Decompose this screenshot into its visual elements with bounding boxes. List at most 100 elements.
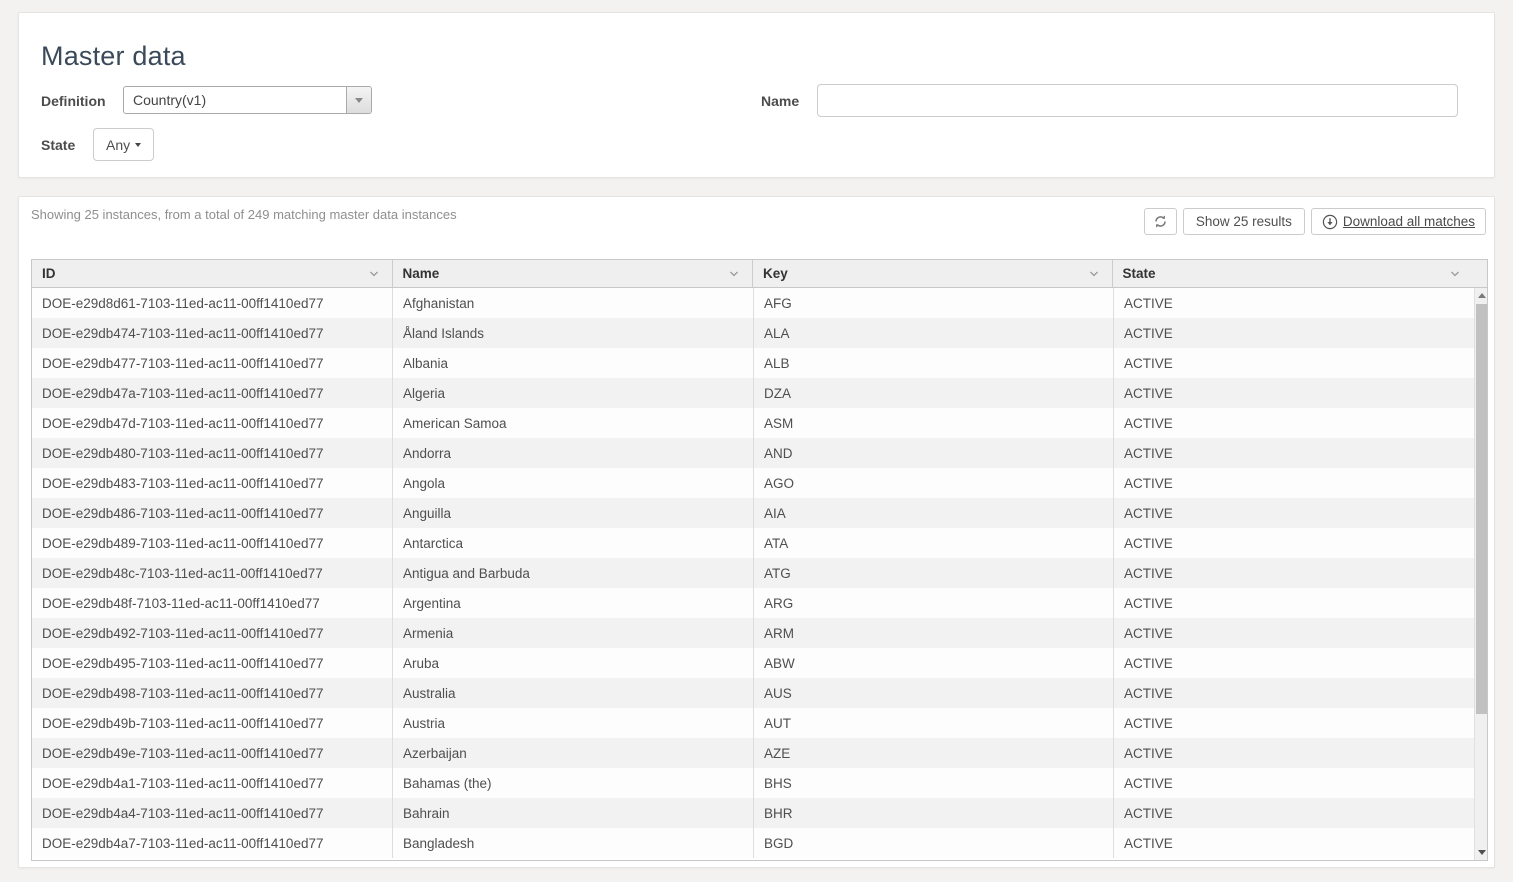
cell-state: ACTIVE — [1124, 685, 1173, 701]
chevron-down-icon — [1449, 268, 1461, 280]
column-header-label: Key — [763, 266, 788, 281]
master-data-table: ID Name Key State — [31, 259, 1488, 861]
chevron-down-icon — [728, 268, 740, 280]
name-label: Name — [761, 93, 800, 109]
cell-key: BGD — [754, 828, 1114, 858]
scroll-up-icon — [1478, 293, 1486, 298]
show-results-button[interactable]: Show 25 results — [1182, 208, 1305, 235]
table-row[interactable]: DOE-e29db4a4-7103-11ed-ac11-00ff1410ed77… — [32, 798, 1474, 828]
cell-name: Bangladesh — [393, 828, 754, 858]
results-summary: Showing 25 instances, from a total of 24… — [31, 207, 457, 222]
cell-state: ACTIVE — [1124, 445, 1173, 461]
cell-key: AFG — [754, 288, 1114, 318]
table-row[interactable]: DOE-e29db477-7103-11ed-ac11-00ff1410ed77… — [32, 348, 1474, 378]
scrollbar-up-button[interactable] — [1475, 288, 1487, 303]
cell-id: DOE-e29db4a1-7103-11ed-ac11-00ff1410ed77 — [32, 768, 393, 798]
cell-name: Antarctica — [393, 528, 754, 558]
table-row[interactable]: DOE-e29db495-7103-11ed-ac11-00ff1410ed77… — [32, 648, 1474, 678]
table-row[interactable]: DOE-e29db483-7103-11ed-ac11-00ff1410ed77… — [32, 468, 1474, 498]
table-row[interactable]: DOE-e29db486-7103-11ed-ac11-00ff1410ed77… — [32, 498, 1474, 528]
refresh-button[interactable] — [1143, 208, 1177, 235]
cell-id: DOE-e29db4a7-7103-11ed-ac11-00ff1410ed77 — [32, 828, 393, 858]
scrollbar-thumb[interactable] — [1476, 304, 1487, 714]
column-header-name[interactable]: Name — [393, 260, 753, 287]
cell-name: Bahrain — [393, 798, 754, 828]
cell-id: DOE-e29db477-7103-11ed-ac11-00ff1410ed77 — [32, 348, 393, 378]
cell-key: DZA — [754, 378, 1114, 408]
cell-id: DOE-e29db4a4-7103-11ed-ac11-00ff1410ed77 — [32, 798, 393, 828]
column-header-label: State — [1122, 266, 1156, 281]
download-all-matches-button[interactable]: Download all matches — [1310, 208, 1486, 235]
definition-label: Definition — [41, 93, 106, 109]
state-label: State — [41, 137, 76, 153]
cell-state: ACTIVE — [1124, 715, 1173, 731]
cell-state: ACTIVE — [1124, 355, 1173, 371]
cell-state: ACTIVE — [1124, 475, 1173, 491]
cell-name: Angola — [393, 468, 754, 498]
name-input[interactable] — [817, 84, 1458, 117]
table-row[interactable]: DOE-e29db4a7-7103-11ed-ac11-00ff1410ed77… — [32, 828, 1474, 858]
column-header-state[interactable]: State — [1113, 260, 1487, 287]
cell-key: AGO — [754, 468, 1114, 498]
cell-name: Afghanistan — [393, 288, 754, 318]
results-panel: Showing 25 instances, from a total of 24… — [18, 196, 1495, 868]
cell-id: DOE-e29db47a-7103-11ed-ac11-00ff1410ed77 — [32, 378, 393, 408]
cell-state: ACTIVE — [1124, 625, 1173, 641]
cell-name: Antigua and Barbuda — [393, 558, 754, 588]
table-row[interactable]: DOE-e29db48c-7103-11ed-ac11-00ff1410ed77… — [32, 558, 1474, 588]
table-row[interactable]: DOE-e29db480-7103-11ed-ac11-00ff1410ed77… — [32, 438, 1474, 468]
table-body-wrap: DOE-e29d8d61-7103-11ed-ac11-00ff1410ed77… — [32, 288, 1487, 860]
column-header-label: Name — [402, 266, 440, 281]
table-row[interactable]: DOE-e29db47d-7103-11ed-ac11-00ff1410ed77… — [32, 408, 1474, 438]
cell-key: ARG — [754, 588, 1114, 618]
cell-state: ACTIVE — [1124, 775, 1173, 791]
table-row[interactable]: DOE-e29db49e-7103-11ed-ac11-00ff1410ed77… — [32, 738, 1474, 768]
cell-name: Argentina — [393, 588, 754, 618]
table-row[interactable]: DOE-e29db492-7103-11ed-ac11-00ff1410ed77… — [32, 618, 1474, 648]
table-row[interactable]: DOE-e29db49b-7103-11ed-ac11-00ff1410ed77… — [32, 708, 1474, 738]
chevron-down-icon — [1088, 268, 1100, 280]
table-scrollbar[interactable] — [1474, 288, 1487, 860]
results-toolbar: Show 25 results Download all matches — [1143, 208, 1486, 235]
caret-down-icon — [355, 97, 363, 103]
cell-name: Azerbaijan — [393, 738, 754, 768]
table-row[interactable]: DOE-e29db4a1-7103-11ed-ac11-00ff1410ed77… — [32, 768, 1474, 798]
state-dropdown-button[interactable]: Any — [93, 128, 155, 161]
cell-key: BHR — [754, 798, 1114, 828]
cell-id: DOE-e29db47d-7103-11ed-ac11-00ff1410ed77 — [32, 408, 393, 438]
cell-state: ACTIVE — [1124, 565, 1173, 581]
cell-id: DOE-e29db498-7103-11ed-ac11-00ff1410ed77 — [32, 678, 393, 708]
table-row[interactable]: DOE-e29db48f-7103-11ed-ac11-00ff1410ed77… — [32, 588, 1474, 618]
caret-down-icon — [135, 142, 142, 147]
cell-name: Albania — [393, 348, 754, 378]
table-row[interactable]: DOE-e29d8d61-7103-11ed-ac11-00ff1410ed77… — [32, 288, 1474, 318]
definition-select[interactable]: Country(v1) — [123, 86, 372, 114]
cell-id: DOE-e29db49e-7103-11ed-ac11-00ff1410ed77 — [32, 738, 393, 768]
table-row[interactable]: DOE-e29db489-7103-11ed-ac11-00ff1410ed77… — [32, 528, 1474, 558]
cell-state: ACTIVE — [1124, 535, 1173, 551]
cell-name: Armenia — [393, 618, 754, 648]
cell-state: ACTIVE — [1124, 655, 1173, 671]
table-row[interactable]: DOE-e29db498-7103-11ed-ac11-00ff1410ed77… — [32, 678, 1474, 708]
cell-key: ABW — [754, 648, 1114, 678]
cell-state: ACTIVE — [1124, 295, 1173, 311]
table-row[interactable]: DOE-e29db474-7103-11ed-ac11-00ff1410ed77… — [32, 318, 1474, 348]
cell-key: AIA — [754, 498, 1114, 528]
cell-key: BHS — [754, 768, 1114, 798]
cell-state: ACTIVE — [1124, 415, 1173, 431]
definition-select-arrow-button[interactable] — [346, 87, 371, 113]
scrollbar-down-button[interactable] — [1475, 845, 1487, 860]
cell-id: DOE-e29db48f-7103-11ed-ac11-00ff1410ed77 — [32, 588, 393, 618]
column-header-key[interactable]: Key — [753, 260, 1113, 287]
column-header-id[interactable]: ID — [32, 260, 393, 287]
cell-state: ACTIVE — [1124, 745, 1173, 761]
cell-id: DOE-e29db483-7103-11ed-ac11-00ff1410ed77 — [32, 468, 393, 498]
table-row[interactable]: DOE-e29db47a-7103-11ed-ac11-00ff1410ed77… — [32, 378, 1474, 408]
cell-state: ACTIVE — [1124, 325, 1173, 341]
cell-id: DOE-e29db474-7103-11ed-ac11-00ff1410ed77 — [32, 318, 393, 348]
chevron-down-icon — [368, 268, 380, 280]
scroll-down-icon — [1478, 850, 1486, 855]
cell-name: Austria — [393, 708, 754, 738]
state-selected-value: Any — [106, 136, 131, 153]
cell-name: Bahamas (the) — [393, 768, 754, 798]
